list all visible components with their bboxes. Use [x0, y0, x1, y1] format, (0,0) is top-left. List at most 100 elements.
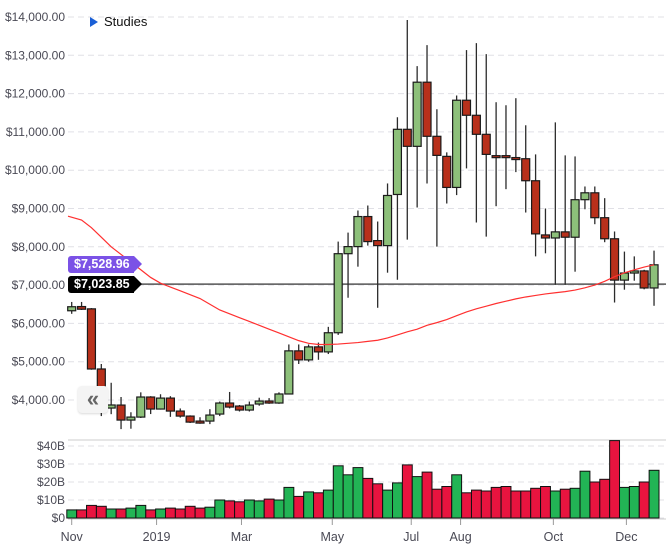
volume-tick-label: $10B: [37, 493, 65, 507]
x-tick-label: Nov: [61, 530, 84, 544]
price-tick-label: $14,000.00: [5, 10, 65, 24]
price-tick-label: $11,000.00: [6, 125, 65, 139]
volume-bar: [184, 505, 196, 519]
price-tick-label: $7,000.00: [12, 278, 66, 292]
volume-bar: [322, 489, 334, 519]
volume-bar: [392, 482, 403, 519]
candle-body: [412, 81, 422, 147]
candle-body: [185, 415, 195, 423]
candle-body: [540, 234, 551, 239]
candle-body: [116, 404, 126, 421]
volume-bar: [520, 490, 532, 519]
volume-bar: [273, 499, 285, 519]
candle-body: [511, 156, 521, 161]
volume-bar: [76, 509, 88, 519]
volume-bar: [401, 464, 413, 519]
volume-bar: [441, 486, 453, 519]
candle-body: [530, 180, 541, 235]
volume-bar: [549, 490, 561, 519]
moving-average-price-tag: $7,528.96: [68, 256, 142, 274]
volume-bar: [194, 507, 206, 519]
candle-body: [165, 397, 175, 412]
price-tick-label: $9,000.00: [12, 202, 66, 216]
volume-bar: [293, 495, 305, 519]
candle-body: [244, 404, 254, 411]
candle-body: [402, 128, 412, 147]
candle-body: [215, 402, 225, 415]
candle-body: [639, 270, 649, 289]
volume-bar: [95, 505, 107, 519]
studies-toggle[interactable]: Studies: [90, 14, 147, 29]
volume-bar: [638, 481, 650, 519]
candle-body: [580, 192, 590, 201]
candle-body: [560, 231, 570, 238]
moving-average-line: [67, 215, 655, 346]
candle-body: [570, 199, 580, 238]
volume-bar: [362, 477, 374, 519]
volume-bar: [490, 486, 502, 519]
price-tick-label: $10,000.00: [5, 163, 65, 177]
candle-body: [481, 133, 491, 155]
volume-bar: [86, 504, 97, 519]
volume-tick-label: $40B: [37, 439, 65, 453]
candle-body: [373, 239, 383, 247]
candle-body: [303, 346, 314, 361]
candle-body: [471, 114, 481, 135]
collapse-panel-button[interactable]: «: [78, 386, 108, 413]
volume-bar: [510, 490, 522, 519]
candle-body: [136, 396, 146, 418]
x-tick-label: Aug: [449, 530, 471, 544]
candle-body: [382, 194, 393, 247]
volume-bar: [470, 489, 482, 519]
volume-bar: [224, 500, 236, 519]
candle-body: [155, 397, 166, 410]
candle-body: [294, 350, 304, 361]
x-tick-label: Mar: [231, 530, 253, 544]
volume-bar: [313, 492, 324, 519]
expand-triangle-icon: [90, 16, 98, 27]
volume-bar: [332, 465, 344, 519]
candle-body: [86, 308, 97, 370]
volume-bar: [303, 491, 315, 519]
volume-bar: [500, 486, 512, 519]
candle-body: [461, 99, 472, 116]
candle-body: [392, 128, 403, 196]
candle-body: [205, 414, 215, 422]
candle-body: [442, 155, 452, 189]
candle-body: [501, 155, 511, 159]
candle-body: [521, 158, 531, 182]
double-chevron-left-icon: «: [86, 386, 100, 411]
volume-bar: [530, 487, 542, 519]
volume-bar: [204, 506, 216, 519]
x-tick-label: Dec: [615, 530, 637, 544]
crosshair-price-tag: $7,023.85: [68, 275, 142, 293]
volume-bar: [619, 486, 630, 519]
volume-bar: [214, 499, 226, 519]
candle-body: [600, 217, 610, 240]
candle-body: [76, 305, 87, 310]
candle-body: [264, 400, 274, 404]
volume-bar: [253, 500, 265, 519]
candle-body: [550, 231, 560, 239]
volume-bar: [105, 508, 117, 519]
x-tick-label: Oct: [544, 530, 564, 544]
candle-body: [353, 215, 363, 248]
candle-body: [146, 396, 156, 410]
candle-body: [195, 420, 205, 424]
candle-body: [629, 270, 639, 274]
price-tick-label: $4,000.00: [12, 393, 66, 407]
volume-bar: [125, 507, 137, 519]
price-tick-label: $12,000.00: [5, 87, 65, 101]
volume-bar: [628, 486, 640, 519]
price-tick-label: $13,000.00: [5, 48, 65, 62]
volume-bar: [421, 471, 433, 519]
candle-body: [254, 400, 264, 405]
volume-bar: [411, 476, 423, 519]
volume-bar: [609, 440, 621, 519]
candle-body: [333, 253, 343, 334]
volume-bar: [540, 486, 551, 519]
volume-bar: [174, 508, 186, 519]
volume-bar: [165, 507, 176, 519]
volume-bar: [589, 481, 601, 519]
